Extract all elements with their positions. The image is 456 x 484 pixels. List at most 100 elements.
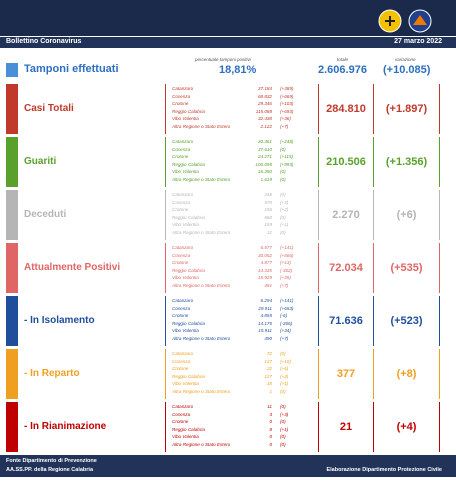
area-change: (+3) (280, 411, 289, 417)
area-value: 72 (266, 351, 272, 356)
separator (373, 137, 374, 187)
separator (165, 84, 166, 134)
separator (318, 402, 319, 452)
title: Bollettino Coronavirus (6, 38, 82, 45)
footer-credit: Elaborazione Dipartimento Protezione Civ… (326, 467, 442, 473)
area-value: 970 (264, 199, 272, 205)
area-value: 24.271 (257, 154, 272, 160)
separator (373, 349, 374, 399)
area-value: 68.832 (257, 93, 272, 99)
area-change: (0) (280, 177, 286, 182)
area-value: 491 (264, 283, 272, 288)
section-change: (+8) (396, 368, 417, 380)
area-value: 6.294 (260, 298, 273, 303)
area-value: 29.911 (258, 305, 272, 311)
area-change: (+6) (280, 366, 289, 372)
separator (373, 84, 374, 134)
area-name: Catanzaro (172, 351, 194, 356)
area-name: Vibo Valentia (172, 222, 199, 228)
separator (165, 349, 166, 399)
section-change: (+1.356) (385, 156, 428, 168)
area-change: (+669) (280, 93, 294, 99)
separator (165, 190, 166, 240)
area-change: (0) (280, 351, 286, 356)
area-value: 4.855 (260, 313, 273, 319)
area-change: (+36) (280, 116, 291, 122)
tamponi-label: Tamponi effettuati (24, 63, 119, 75)
tamponi-change: (+10.085) (383, 64, 431, 76)
section-change: (+6) (396, 209, 417, 221)
area-change: (+2) (280, 373, 289, 379)
area-change: (+7) (280, 336, 289, 341)
area-name: Crotone (172, 154, 189, 160)
area-change: (+653) (280, 305, 294, 311)
section-label: Deceduti (24, 209, 67, 220)
area-name: Vibo Valentia (172, 328, 199, 334)
area-value: 137 (264, 358, 272, 364)
area-change: (+13) (280, 260, 291, 266)
area-name: Catanzaro (172, 404, 194, 409)
section-total: 71.636 (329, 315, 363, 327)
separator (439, 84, 440, 134)
area-value: 1 (269, 389, 272, 394)
area-value: 30.361 (257, 139, 272, 144)
area-name: Catanzaro (172, 192, 194, 197)
section-label: - In Rianimazione (24, 421, 107, 432)
area-value: 29.346 (257, 101, 272, 107)
area-change: (-302) (280, 267, 293, 273)
area-name: Reggio Calabria (172, 426, 205, 432)
area-change: (+115) (280, 154, 294, 160)
area-name: Reggio Calabria (172, 214, 205, 220)
area-name: Crotone (172, 207, 189, 213)
area-name: Crotone (172, 101, 189, 107)
section-change: (+4) (396, 421, 417, 433)
area-change: (+141) (280, 298, 294, 303)
area-change: (-6) (280, 313, 288, 319)
area-value: 37.610 (257, 146, 272, 152)
area-name: Crotone (172, 366, 189, 372)
area-name: Altra Regione o Stato Estero (172, 336, 231, 341)
section-change: (+523) (390, 315, 423, 327)
area-value: 18 (266, 381, 272, 387)
area-value: 860 (264, 214, 272, 220)
section-label: - In Reparto (24, 368, 80, 379)
area-change: (0) (280, 434, 286, 440)
separator (373, 190, 374, 240)
separator (318, 296, 319, 346)
area-name: Cosenza (172, 93, 191, 99)
area-name: Altra Regione o Stato Estero (172, 389, 231, 394)
area-name: Crotone (172, 419, 189, 425)
area-value: 11 (267, 404, 272, 409)
separator (165, 137, 166, 187)
area-change: (+141) (280, 245, 294, 250)
area-name: Vibo Valentia (172, 275, 199, 281)
separator (318, 190, 319, 240)
area-name: Crotone (172, 313, 189, 319)
separator (439, 190, 440, 240)
area-name: Altra Regione o Stato Estero (172, 442, 231, 447)
area-value: 115.088 (255, 108, 272, 114)
section-label: Attualmente Positivi (24, 262, 121, 273)
footer-source: AA.SS.PP. della Regione Calabria (6, 467, 94, 473)
section-marker (6, 190, 18, 240)
section-marker (6, 137, 18, 187)
area-name: Cosenza (172, 199, 191, 205)
separator (373, 402, 374, 452)
area-value: 156 (264, 207, 272, 213)
area-value: 4.877 (260, 260, 273, 266)
area-name: Altra Regione o Stato Estero (172, 177, 231, 182)
area-change: (+248) (280, 139, 294, 144)
area-name: Cosenza (172, 411, 191, 417)
area-change: (0) (280, 214, 286, 220)
area-value: 0 (269, 434, 272, 440)
section-total: 377 (336, 368, 356, 380)
area-name: Altra Regione o Stato Estero (172, 283, 231, 288)
area-change: (+1) (280, 222, 289, 228)
caption: totale (337, 57, 349, 62)
section-change: (+1.897) (385, 103, 428, 115)
logos (378, 9, 432, 33)
separator (373, 243, 374, 293)
area-value: 15.911 (258, 328, 272, 334)
tamponi-marker (6, 63, 18, 77)
